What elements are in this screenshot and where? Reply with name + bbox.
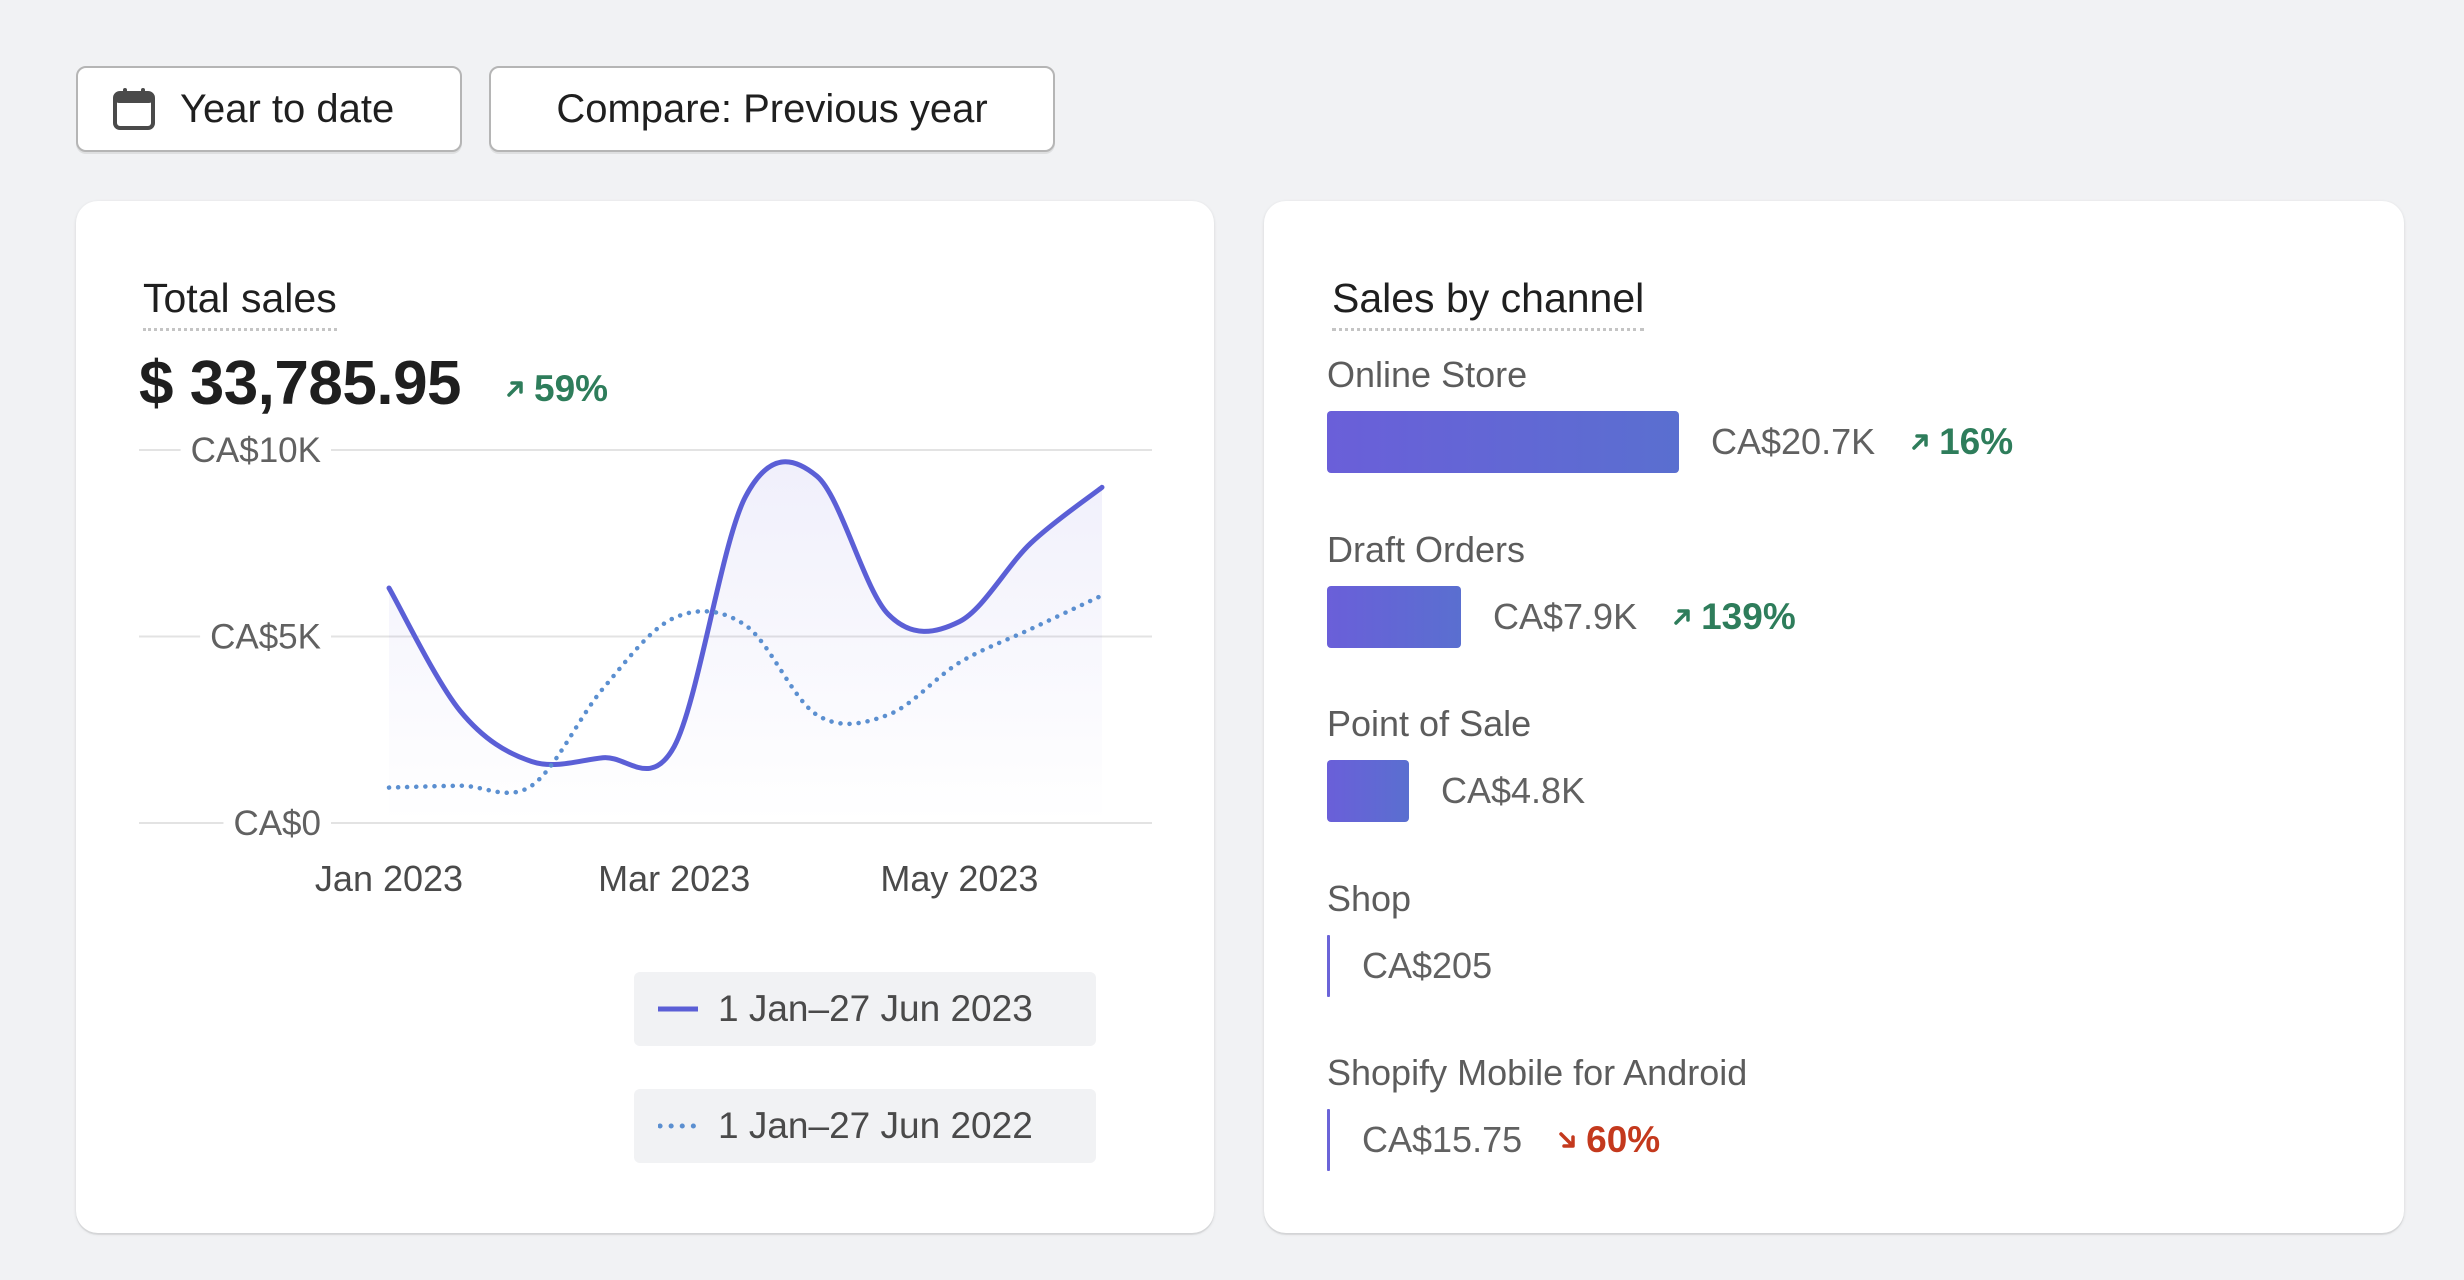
solid-line-swatch (658, 1006, 698, 1012)
compare-label: Compare: Previous year (556, 86, 988, 131)
channel-name: Online Store (1327, 354, 1528, 395)
channel-item[interactable]: Shop CA$205 (1327, 877, 1492, 997)
arrow-up-right-icon (1912, 434, 1928, 450)
dotted-line-swatch (658, 1123, 698, 1129)
y-tick-label: CA$0 (233, 804, 321, 843)
total-sales-amount: $ 33,785.95 (139, 349, 462, 418)
channel-value: CA$20.7K (1711, 421, 1876, 462)
channel-name: Shopify Mobile for Android (1327, 1052, 1748, 1093)
channel-name: Shop (1327, 877, 1412, 919)
compare-button[interactable]: Compare: Previous year (489, 66, 1055, 152)
channel-bar-row: CA$4.8K (1327, 760, 1585, 822)
arrow-up-right-icon (507, 381, 523, 397)
channel-item[interactable]: Shopify Mobile for Android CA$15.75 60% (1327, 1052, 1748, 1171)
arrow-up-right-icon (1674, 608, 1690, 625)
total-sales-chart: CA$10K CA$5K CA$0 Jan 2023 Mar 2023 May 2023 (139, 429, 1152, 899)
calendar-icon (113, 88, 155, 130)
series-line-current (386, 459, 1105, 771)
sales-by-channel-title[interactable]: Sales by channel (1332, 275, 1645, 331)
channel-bar (1327, 411, 1679, 473)
channel-bar-row: CA$205 (1327, 934, 1493, 997)
channel-bar-row: CA$7.9K 139% (1327, 585, 1796, 648)
date-range-label: Year to date (180, 86, 395, 131)
channel-change-value: 60% (1586, 1119, 1661, 1160)
legend-label-previous: 1 Jan–27 Jun 2022 (718, 1105, 1033, 1146)
arrow-down-right-icon (1559, 1132, 1575, 1148)
channel-bar (1327, 934, 1330, 997)
channel-name: Point of Sale (1327, 703, 1532, 744)
x-tick-label: Jan 2023 (315, 858, 463, 899)
channel-value: CA$7.9K (1493, 595, 1638, 637)
channel-change-value: 16% (1939, 421, 2014, 462)
channel-change: 139% (1671, 596, 1796, 638)
total-sales-change: 59% (504, 368, 608, 410)
channel-change: 60% (1556, 1119, 1660, 1161)
total-sales-card: Total sales $ 33,785.95 59% CA$10K CA$5K C… (76, 201, 1214, 1233)
legend-item-previous[interactable]: 1 Jan–27 Jun 2022 (634, 1089, 1096, 1163)
total-sales-change-value: 59% (534, 368, 609, 409)
channel-item[interactable]: Online Store CA$20.7K 16% (1327, 354, 2013, 473)
channel-name: Draft Orders (1327, 528, 1526, 570)
y-tick-label-bg (200, 615, 331, 659)
channel-bar (1327, 1109, 1330, 1171)
channel-change-value: 139% (1701, 595, 1796, 637)
x-tick-label: Mar 2023 (598, 858, 750, 899)
y-tick-label: CA$10K (191, 431, 321, 470)
y-tick-label: CA$5K (210, 618, 321, 657)
total-sales-title[interactable]: Total sales (143, 275, 337, 331)
channel-bar (1327, 760, 1409, 822)
legend-label-current: 1 Jan–27 Jun 2023 (718, 988, 1033, 1029)
toolbar: Year to date Compare: Previous year (76, 66, 1055, 152)
y-tick-label-bg (180, 429, 331, 472)
date-range-button[interactable]: Year to date (76, 66, 462, 152)
channel-bar (1327, 585, 1461, 648)
channel-bar-row: CA$20.7K 16% (1327, 411, 2013, 473)
series-area (389, 461, 1102, 823)
x-tick-label: May 2023 (880, 858, 1038, 899)
series-line-previous (386, 593, 1105, 796)
sales-by-channel-card: Sales by channel Online Store CA$20.7K 16%… (1264, 201, 2404, 1233)
total-sales-value: $ 33,785.95 (139, 348, 462, 419)
channel-bar-row: CA$15.75 60% (1327, 1109, 1660, 1171)
channel-item[interactable]: Point of Sale CA$4.8K (1327, 703, 1585, 822)
channel-value: CA$4.8K (1441, 770, 1586, 811)
channel-item[interactable]: Draft Orders CA$7.9K 139% (1327, 528, 1796, 648)
legend-item-current[interactable]: 1 Jan–27 Jun 2023 (634, 972, 1096, 1046)
y-tick-label-bg (223, 802, 331, 845)
channel-value: CA$205 (1362, 944, 1493, 986)
channel-change: 16% (1909, 421, 2013, 463)
channel-value: CA$15.75 (1362, 1119, 1523, 1160)
